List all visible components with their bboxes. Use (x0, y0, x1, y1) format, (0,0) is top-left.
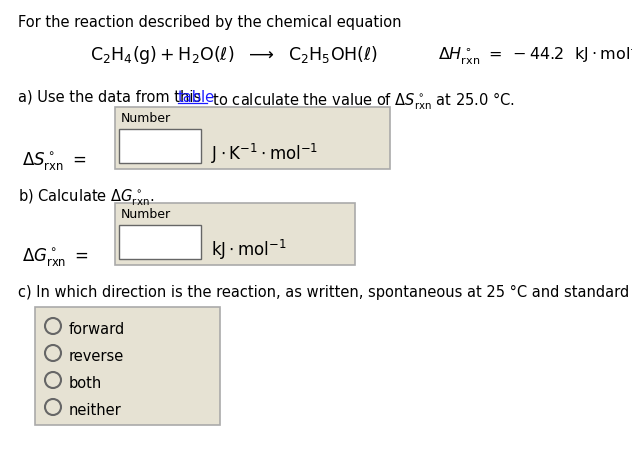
Text: a) Use the data from this: a) Use the data from this (18, 90, 206, 105)
Text: $\Delta H^\circ_{\mathsf{rxn}}\ =\ -44.2\ \ \mathsf{kJ \cdot mol^{-1}}$: $\Delta H^\circ_{\mathsf{rxn}}\ =\ -44.2… (438, 44, 632, 67)
Text: Number: Number (121, 112, 171, 125)
FancyBboxPatch shape (119, 225, 201, 259)
Text: b) Calculate $\Delta G^\circ_{\mathsf{rxn}}$.: b) Calculate $\Delta G^\circ_{\mathsf{rx… (18, 187, 154, 207)
Text: $\mathsf{C_2H_4(g) + H_2O(\ell)\ \ \longrightarrow\ \ C_2H_5OH(\ell)}$: $\mathsf{C_2H_4(g) + H_2O(\ell)\ \ \long… (90, 44, 378, 66)
Text: table: table (178, 90, 215, 105)
Text: to calculate the value of $\Delta S^\circ_{\mathsf{rxn}}$ at 25.0 °C.: to calculate the value of $\Delta S^\cir… (208, 90, 515, 111)
Text: c) In which direction is the reaction, as written, spontaneous at 25 °C and stan: c) In which direction is the reaction, a… (18, 285, 632, 299)
Text: $\mathsf{kJ \cdot mol^{-1}}$: $\mathsf{kJ \cdot mol^{-1}}$ (211, 237, 286, 262)
Text: forward: forward (69, 321, 125, 336)
Text: $\Delta G^\circ_{\mathsf{rxn}}\ =$: $\Delta G^\circ_{\mathsf{rxn}}\ =$ (22, 246, 88, 268)
Text: reverse: reverse (69, 348, 125, 363)
FancyBboxPatch shape (115, 203, 355, 265)
FancyBboxPatch shape (35, 308, 220, 425)
Text: $\mathsf{J \cdot K^{-1} \cdot mol^{-1}}$: $\mathsf{J \cdot K^{-1} \cdot mol^{-1}}$ (211, 142, 319, 166)
FancyBboxPatch shape (115, 108, 390, 170)
Text: $\Delta S^\circ_{\mathsf{rxn}}\ =$: $\Delta S^\circ_{\mathsf{rxn}}\ =$ (22, 150, 86, 172)
Text: neither: neither (69, 402, 122, 417)
Text: both: both (69, 375, 102, 390)
FancyBboxPatch shape (119, 130, 201, 164)
Text: For the reaction described by the chemical equation: For the reaction described by the chemic… (18, 15, 401, 30)
Text: Number: Number (121, 207, 171, 220)
